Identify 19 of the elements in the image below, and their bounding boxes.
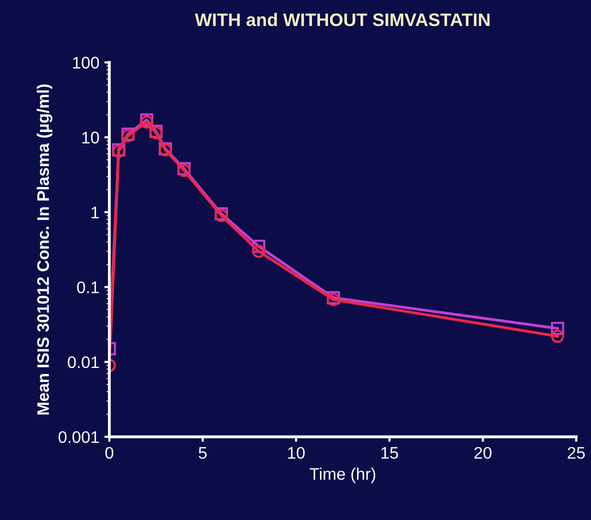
y-tick-label: 100 [73, 56, 99, 69]
y-tick-label: 10 [82, 132, 99, 144]
point [252, 240, 266, 253]
y-tick-label: 0.01 [68, 356, 99, 368]
y-tick-label: 0.1 [77, 281, 99, 294]
y-tick-label: 0.001 [58, 431, 99, 444]
chart-title: WITH and WITHOUT SIMVASTATIN [194, 12, 490, 26]
x-tick-label: 20 [474, 446, 492, 459]
x-tick-label: 0 [105, 446, 114, 459]
point [550, 330, 564, 343]
y-tick-label: 1 [92, 206, 99, 218]
x-tick-label: 10 [288, 446, 305, 459]
x-tick-label: 25 [568, 446, 585, 459]
x-axis-title: Time (hr) [310, 468, 376, 484]
point [550, 322, 564, 336]
y-axis-title: Mean ISIS 301012 Conc. In Plasma (µg/ml) [36, 84, 52, 414]
x-tick-label: 5 [198, 447, 207, 459]
x-tick-label: 15 [381, 447, 398, 459]
point [252, 244, 266, 258]
